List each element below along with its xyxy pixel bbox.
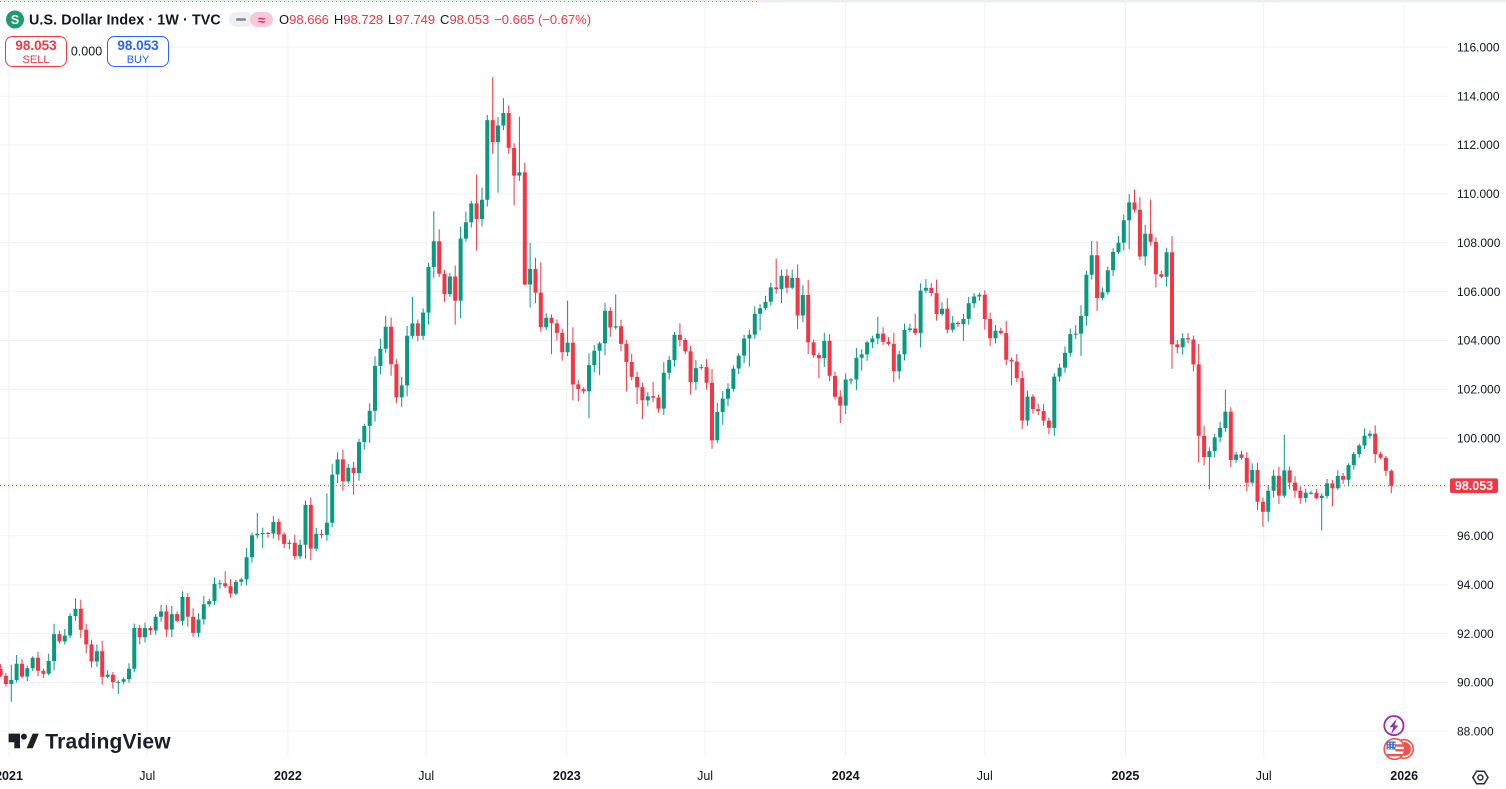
svg-text:Jul: Jul bbox=[977, 769, 993, 783]
svg-text:≈: ≈ bbox=[258, 13, 265, 28]
svg-text:2024: 2024 bbox=[832, 769, 860, 783]
svg-text:U.S. Dollar Index · 1W · TVC: U.S. Dollar Index · 1W · TVC bbox=[29, 13, 221, 29]
svg-text:108.000: 108.000 bbox=[1457, 236, 1501, 250]
svg-text:2023: 2023 bbox=[553, 769, 581, 783]
svg-text:Jul: Jul bbox=[1256, 769, 1272, 783]
svg-text:TradingView: TradingView bbox=[45, 730, 171, 753]
svg-text:88.000: 88.000 bbox=[1457, 725, 1494, 739]
svg-text:Jul: Jul bbox=[418, 769, 434, 783]
svg-text:112.000: 112.000 bbox=[1457, 138, 1500, 152]
svg-text:Jul: Jul bbox=[139, 769, 155, 783]
svg-text:116.000: 116.000 bbox=[1457, 41, 1500, 55]
svg-text:S: S bbox=[11, 13, 19, 27]
svg-text:110.000: 110.000 bbox=[1457, 187, 1500, 201]
svg-text:102.000: 102.000 bbox=[1457, 383, 1501, 397]
svg-text:2021: 2021 bbox=[0, 769, 23, 783]
svg-text:100.000: 100.000 bbox=[1457, 431, 1501, 445]
svg-text:0.000: 0.000 bbox=[71, 45, 102, 59]
svg-text:98.053: 98.053 bbox=[15, 38, 57, 53]
svg-text:104.000: 104.000 bbox=[1457, 334, 1501, 348]
svg-text:98.053: 98.053 bbox=[117, 38, 159, 53]
svg-text:94.000: 94.000 bbox=[1457, 578, 1494, 592]
svg-text:2026: 2026 bbox=[1390, 769, 1418, 783]
svg-text:96.000: 96.000 bbox=[1457, 529, 1494, 543]
svg-text:98.053: 98.053 bbox=[1455, 479, 1493, 493]
svg-text:2025: 2025 bbox=[1111, 769, 1139, 783]
svg-text:BUY: BUY bbox=[127, 54, 150, 66]
svg-text:SELL: SELL bbox=[23, 54, 50, 66]
svg-text:90.000: 90.000 bbox=[1457, 676, 1494, 690]
svg-text:106.000: 106.000 bbox=[1457, 285, 1501, 299]
svg-text:2022: 2022 bbox=[274, 769, 302, 783]
svg-text:114.000: 114.000 bbox=[1457, 89, 1500, 103]
svg-text:92.000: 92.000 bbox=[1457, 627, 1494, 641]
svg-text:Jul: Jul bbox=[697, 769, 713, 783]
